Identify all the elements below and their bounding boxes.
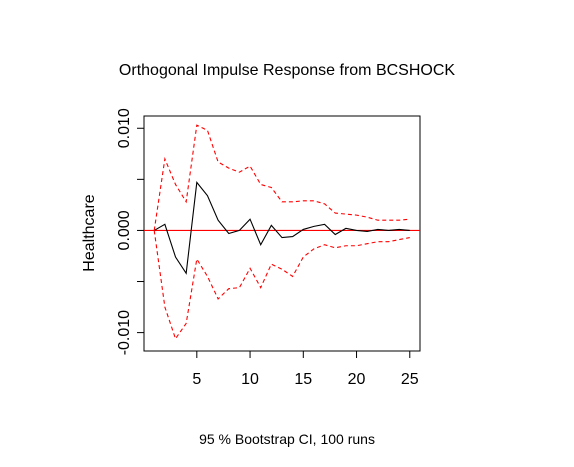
x-tick-label: 20 [348, 371, 366, 388]
chart-caption: 95 % Bootstrap CI, 100 runs [199, 431, 375, 447]
x-tick-label: 5 [192, 371, 201, 388]
y-tick-label: 0.010 [116, 108, 133, 148]
x-tick-label: 25 [401, 371, 419, 388]
x-tick-label: 15 [294, 371, 312, 388]
impulse-response-line [153, 181, 410, 275]
plot-frame [143, 115, 421, 352]
y-axis-label: Healthcare [81, 194, 98, 271]
y-tick-label: -0.010 [116, 310, 133, 355]
chart-title: Orthogonal Impulse Response from BCSHOCK [119, 62, 455, 79]
y-tick-label: 0.000 [116, 210, 133, 250]
upper-ci-line [153, 124, 410, 231]
marks-layer: 5 10 15 20 25 -0.010 0.000 0.010 [116, 108, 420, 388]
lower-ci-line [153, 230, 410, 340]
x-tick-label: 10 [241, 371, 259, 388]
